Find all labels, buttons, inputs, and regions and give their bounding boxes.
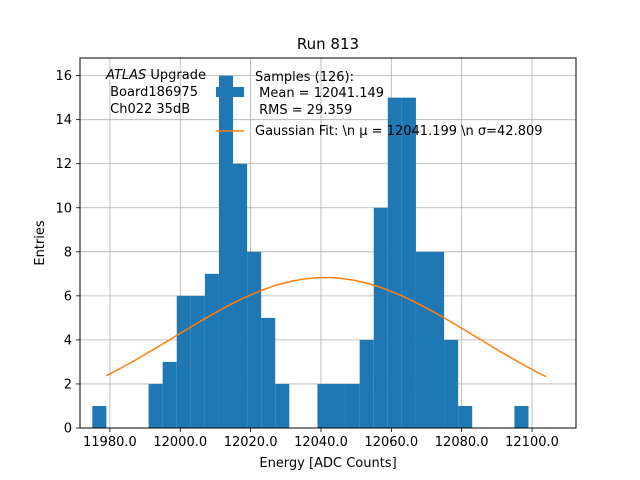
- histogram-bar: [204, 273, 219, 428]
- legend-rms-label: RMS = 29.359: [255, 103, 352, 118]
- histogram-bar: [345, 383, 360, 428]
- x-tick-label: 12080.0: [435, 435, 489, 450]
- x-axis-ticks: 11980.0 12000.0 12020.0 12040.0 12060.0 12080…: [83, 428, 559, 450]
- x-tick-label: 12100.0: [505, 435, 559, 450]
- histogram-bar: [233, 163, 248, 428]
- histogram-bar: [331, 383, 346, 428]
- chart-title: Run 813: [297, 35, 359, 53]
- legend-fit-label: Gaussian Fit: \n μ = 12041.199 \n σ=42.8…: [255, 124, 543, 139]
- histogram-bar: [190, 295, 205, 428]
- histogram-bar: [92, 405, 107, 428]
- x-tick-label: 12000.0: [153, 435, 207, 450]
- y-tick-label: 2: [64, 377, 72, 392]
- histogram-bar: [514, 405, 529, 428]
- x-axis-label: Energy [ADC Counts]: [259, 456, 396, 471]
- legend: Samples (126): Mean = 12041.149 RMS = 29…: [216, 70, 543, 139]
- plot-frame: [79, 57, 577, 429]
- histogram-bar: [176, 295, 191, 428]
- x-tick-label: 11980.0: [83, 435, 137, 450]
- x-tick-label: 12020.0: [224, 435, 278, 450]
- histogram-bar: [261, 317, 276, 428]
- histogram-bar: [162, 361, 177, 428]
- histogram-bar: [317, 383, 332, 428]
- y-tick-label: 8: [64, 245, 72, 260]
- y-axis-label: Entries: [33, 220, 48, 266]
- annotation-line-2: Board186975: [106, 85, 198, 100]
- histogram-bar: [148, 383, 163, 428]
- gaussian-fit-curve: [106, 276, 547, 378]
- atlas-annotation: ATLAS Upgrade Board186975 Ch022 35dB: [105, 68, 206, 117]
- annotation-line-3: Ch022 35dB: [106, 102, 190, 117]
- y-tick-label: 12: [55, 157, 72, 172]
- annotation-line-1: ATLAS Upgrade: [105, 68, 206, 83]
- legend-samples-label: Samples (126):: [255, 70, 354, 85]
- histogram-bar: [401, 97, 416, 429]
- y-axis-ticks: 0 2 4 6 8 10 12 14 16: [55, 69, 80, 437]
- atlas-italic-text: ATLAS: [105, 68, 146, 83]
- x-tick-label: 12060.0: [364, 435, 418, 450]
- x-tick-label: 12040.0: [294, 435, 348, 450]
- y-tick-label: 10: [55, 201, 72, 216]
- annotation-upgrade-text: Upgrade: [146, 68, 206, 83]
- histogram-bar: [458, 405, 473, 428]
- y-tick-label: 14: [55, 113, 72, 128]
- histogram-bar: [373, 207, 388, 428]
- y-tick-label: 0: [64, 422, 72, 437]
- histogram-bar: [387, 97, 402, 429]
- histogram-bar: [430, 251, 445, 428]
- histogram-bar: [415, 251, 431, 428]
- histogram-bar: [359, 339, 374, 428]
- histogram-bar: [275, 383, 290, 428]
- histogram-bar: [444, 339, 459, 428]
- y-tick-label: 16: [55, 69, 72, 84]
- histogram-bar: [247, 251, 262, 428]
- histogram-bar: [218, 75, 234, 428]
- y-tick-label: 4: [64, 333, 72, 348]
- legend-mean-label: Mean = 12041.149: [255, 86, 384, 101]
- y-tick-label: 6: [64, 289, 72, 304]
- histogram-bars: [92, 75, 529, 429]
- legend-samples-swatch: [216, 87, 244, 97]
